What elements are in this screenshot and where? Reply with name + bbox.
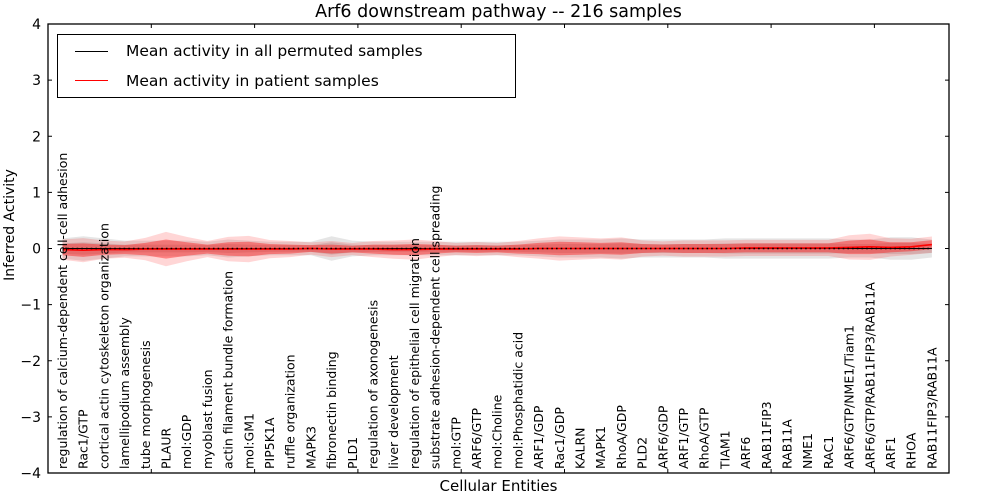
x-category-label: Rac1/GTP (76, 409, 91, 469)
x-category-label: RAB11A (780, 419, 795, 469)
legend-label-patient: Mean activity in patient samples (126, 71, 379, 90)
x-category-label: mol:GDP (179, 414, 194, 469)
x-category-label: actin filament bundle formation (221, 271, 236, 469)
x-category-label: lamellipodium assembly (117, 317, 132, 469)
chart-title: Arf6 downstream pathway -- 216 samples (315, 2, 682, 22)
x-category-label: mol:Phosphatidic acid (510, 332, 525, 469)
x-category-label: PLD2 (635, 437, 650, 469)
x-category-label: RAB11FIP3/RAB11A (924, 347, 939, 469)
x-category-label: fibronectin binding (324, 351, 339, 469)
x-category-label: PLD1 (345, 437, 360, 469)
legend-line-icon (75, 80, 108, 82)
y-tick-label: 2 (32, 129, 41, 145)
x-category-label: liver development (386, 355, 401, 469)
y-tick-label: −3 (20, 410, 41, 426)
x-category-label: mol:Choline (490, 394, 505, 469)
x-category-label: ARF6/GTP/NME1/Tiam1 (842, 325, 857, 469)
x-category-label: RAB11FIP3 (759, 401, 774, 469)
legend-item-patient: Mean activity in patient samples (58, 68, 515, 94)
x-category-label: regulation of epithelial cell migration (407, 238, 422, 469)
x-category-label: Rac1/GDP (552, 407, 567, 469)
y-tick-label: −4 (20, 466, 41, 482)
x-category-label: RAC1 (821, 436, 836, 469)
x-category-label: TIAM1 (717, 430, 732, 470)
y-tick-label: −2 (20, 354, 41, 370)
x-category-label: PIP5K1A (262, 417, 277, 469)
x-category-label: regulation of calcium-dependent cell-cel… (55, 153, 70, 469)
y-tick-label: 0 (32, 242, 41, 258)
x-category-label: ARF1/GDP (531, 405, 546, 469)
x-category-label: ARF1/GTP (676, 408, 691, 469)
x-category-label: KALRN (573, 427, 588, 469)
legend-item-permuted: Mean activity in all permuted samples (58, 38, 515, 64)
x-category-label: RHOA (904, 432, 919, 469)
x-category-label: ARF6/GDP (655, 405, 670, 469)
legend-label-permuted: Mean activity in all permuted samples (126, 42, 423, 61)
x-category-label: ruffle organization (283, 354, 298, 469)
x-category-label: ARF6 (738, 437, 753, 469)
x-category-label: tube morphogenesis (138, 340, 153, 469)
x-category-label: regulation of axonogenesis (366, 300, 381, 469)
x-axis-title: Cellular Entities (439, 477, 558, 495)
y-tick-label: 4 (32, 17, 41, 33)
x-category-label: PLAUR (159, 428, 174, 469)
x-category-label: MAPK1 (593, 426, 608, 469)
x-category-label: RhoA/GDP (614, 405, 629, 469)
x-category-label: ARF6/GTP/RAB11FIP3/RAB11A (862, 282, 877, 469)
y-tick-label: −1 (20, 298, 41, 314)
x-category-label: MAPK3 (303, 426, 318, 469)
y-tick-label: 1 (32, 185, 41, 201)
x-category-label: substrate adhesion-dependent cell spread… (428, 186, 443, 469)
y-tick-label: 3 (32, 73, 41, 89)
x-category-label: NME1 (800, 433, 815, 469)
legend-line-icon (75, 50, 108, 52)
legend: Mean activity in all permuted samples Me… (57, 34, 516, 98)
x-category-label: ARF1 (883, 437, 898, 469)
x-category-label: myoblast fusion (200, 369, 215, 469)
x-category-label: mol:GM1 (241, 413, 256, 469)
x-category-label: ARF6/GTP (469, 408, 484, 469)
x-category-label: RhoA/GTP (697, 407, 712, 469)
x-category-label: cortical actin cytoskeleton organization (96, 223, 111, 469)
x-category-label: mol:GTP (448, 417, 463, 469)
